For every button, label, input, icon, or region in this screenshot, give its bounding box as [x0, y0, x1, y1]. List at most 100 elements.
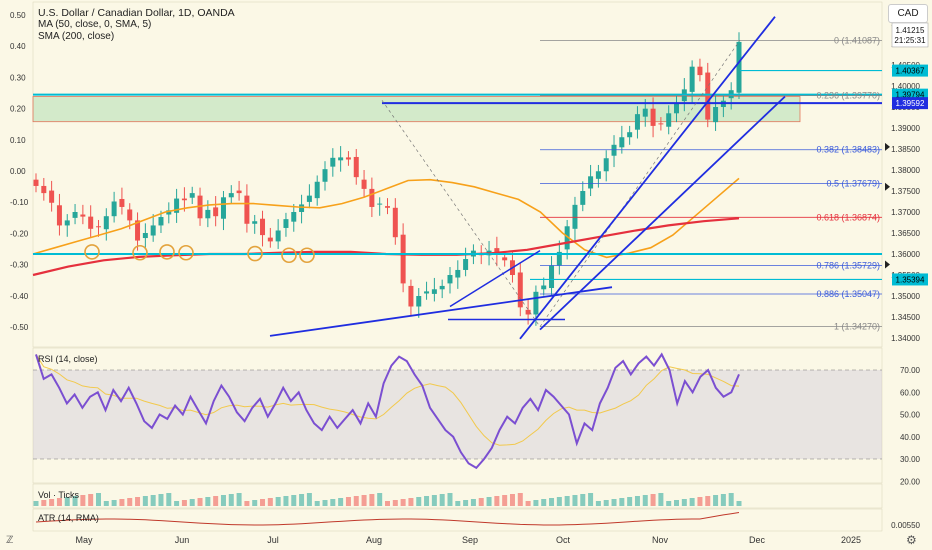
tradingview-logo-icon[interactable]: ℤ: [6, 535, 14, 546]
trend-line: [269, 286, 613, 337]
volume-bar: [416, 497, 422, 506]
volume-bar: [431, 495, 437, 506]
channel-upper-line: [519, 16, 776, 340]
volume-bar: [674, 500, 680, 506]
volume-bar: [220, 495, 226, 506]
candle: [111, 201, 117, 217]
fib-level-label: 0.5 (1.37679): [826, 178, 880, 188]
candle: [299, 204, 305, 212]
candle: [595, 171, 601, 179]
settings-gear-icon[interactable]: ⚙: [906, 533, 917, 547]
candle: [56, 205, 62, 226]
candle: [228, 193, 234, 198]
volume-bar: [291, 495, 297, 506]
rsi-legend[interactable]: RSI (14, close): [38, 354, 98, 364]
left-axis-tick: -0.40: [10, 292, 29, 301]
volume-bar: [33, 501, 39, 506]
candle: [525, 309, 531, 315]
volume-bar: [713, 495, 719, 506]
x-axis-label: Dec: [749, 535, 766, 545]
candle: [369, 188, 375, 207]
fib-level-label: 0 (1.41087): [834, 35, 880, 45]
atr-pane: [32, 508, 883, 532]
left-axis-tick: -0.30: [10, 261, 29, 270]
volume-bar: [611, 499, 617, 506]
price-pane: [32, 1, 883, 348]
x-axis-label: Oct: [556, 535, 571, 545]
x-axis-label: Sep: [462, 535, 478, 545]
volume-bar: [666, 501, 672, 506]
candle: [588, 176, 594, 189]
candle: [416, 296, 422, 307]
fib-trend-line: [381, 100, 541, 327]
highlight-circle: [281, 247, 297, 264]
rsi-axis-tick: 20.00: [900, 477, 921, 486]
volume-bar: [181, 500, 187, 506]
volume-bar: [306, 493, 312, 506]
currency-button[interactable]: CAD: [888, 4, 928, 23]
candle: [72, 212, 78, 218]
volume-bar: [95, 493, 101, 506]
left-axis-tick: 0.40: [10, 42, 26, 51]
volume-bar: [205, 497, 211, 506]
volume-bar: [111, 500, 117, 506]
price-badge: [892, 97, 928, 110]
volume-bar: [392, 500, 398, 506]
volume-bar: [64, 497, 70, 506]
rsi-axis-tick: 70.00: [900, 366, 921, 375]
candle: [41, 185, 47, 194]
sma200-legend[interactable]: SMA (200, close): [38, 31, 115, 42]
highlight-circle: [299, 247, 315, 264]
volume-bar: [377, 493, 383, 506]
price-badge-label: 1.39794: [896, 91, 925, 100]
volume-bar: [275, 497, 281, 506]
candle: [244, 195, 250, 224]
right-axis-tick: 1.36500: [891, 229, 920, 238]
candle: [736, 41, 742, 93]
volume-bar: [150, 495, 156, 506]
volume-bar: [603, 500, 609, 506]
volume-bar: [697, 497, 703, 506]
volume-bar: [658, 493, 664, 506]
volume-bar: [728, 493, 734, 506]
ma50-legend[interactable]: MA (50, close, 0, SMA, 5): [38, 19, 152, 30]
candle: [494, 248, 500, 255]
candle: [463, 259, 469, 270]
volume-bar: [650, 494, 656, 506]
candle: [95, 226, 101, 228]
volume-bar: [408, 498, 414, 506]
rsi-axis-tick: 50.00: [900, 411, 921, 420]
x-axis-label: Aug: [366, 535, 382, 545]
volume-legend[interactable]: Vol · Ticks: [38, 490, 80, 500]
candle: [49, 190, 55, 203]
candle: [150, 225, 156, 236]
volume-bar: [588, 493, 594, 506]
highlight-circle: [247, 245, 263, 262]
fib-level-label: 0.786 (1.35729): [816, 260, 880, 270]
candle: [689, 66, 695, 92]
x-axis-label: May: [75, 535, 93, 545]
rsi-ma-line: [35, 354, 740, 446]
candle: [361, 179, 367, 189]
candle: [517, 272, 523, 308]
rsi-axis-tick: 40.00: [900, 433, 921, 442]
candle: [455, 269, 461, 278]
right-axis-tick: 1.38000: [891, 166, 920, 175]
price-badge: [892, 64, 928, 77]
x-axis-label: Jun: [175, 535, 190, 545]
volume-bar: [166, 493, 172, 506]
atr-legend[interactable]: ATR (14, RMA): [38, 513, 99, 523]
volume-bar: [299, 494, 305, 506]
candle: [80, 214, 86, 217]
candle: [260, 218, 266, 236]
x-axis-label: Jul: [267, 535, 279, 545]
candle: [400, 234, 406, 284]
candle: [377, 203, 383, 205]
candle: [642, 108, 648, 117]
volume-bar: [80, 495, 86, 506]
candle: [408, 285, 414, 307]
candle: [345, 157, 351, 160]
candle: [697, 66, 703, 76]
left-axis-tick: -0.50: [10, 323, 29, 332]
